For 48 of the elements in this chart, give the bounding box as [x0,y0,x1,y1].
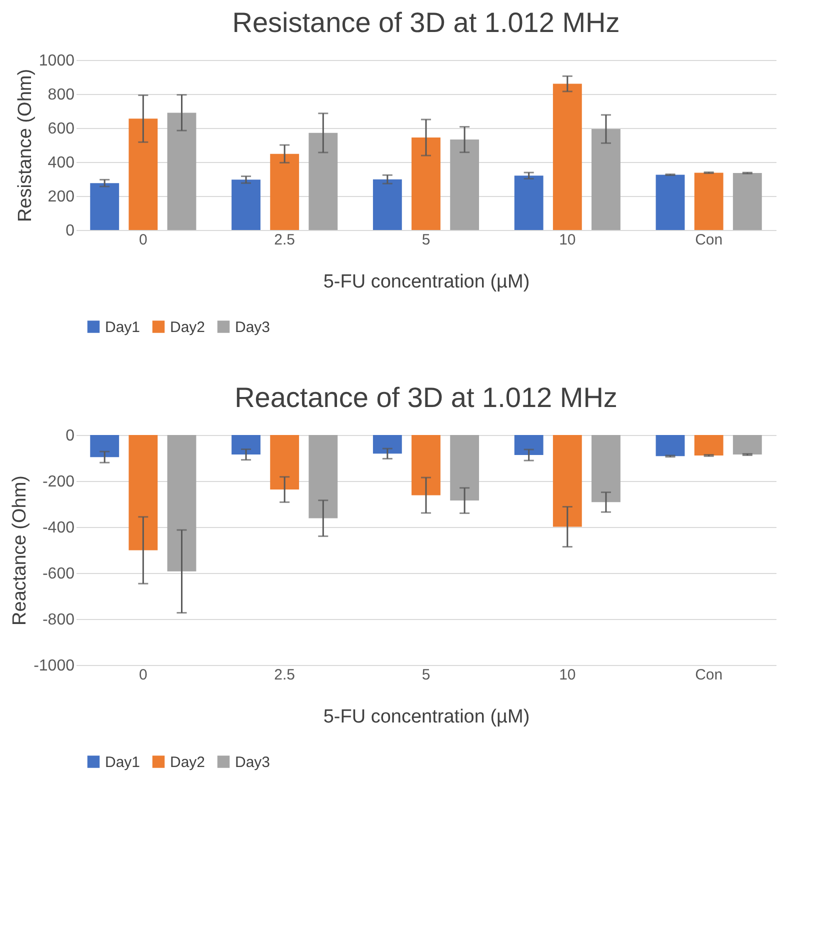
x-tick-label: 0 [139,666,148,684]
y-tick-label: 1000 [38,52,75,70]
y-tick-label: -400 [42,520,75,536]
x-tick-label: Con [695,666,723,684]
y-tick-label: -600 [42,566,75,582]
chart-title: Resistance of 3D at 1.012 MHz [232,7,620,38]
y-tick-label: 800 [48,86,75,104]
legend-label: Day2 [170,318,206,336]
y-tick-label: 400 [48,154,75,172]
x-tick-label: 5 [422,666,430,684]
bar [552,84,582,230]
bar [732,173,762,230]
x-tick-label: 0 [139,232,148,248]
bar [308,132,338,230]
x-tick-label: 10 [559,666,576,684]
y-tick-label: -1000 [34,658,75,674]
y-tick-label: 600 [48,120,75,138]
x-axis-title: 5-FU concentration (µM) [323,272,530,292]
bar [450,140,480,230]
y-tick-label: 0 [66,428,75,444]
bar [656,174,685,230]
y-axis-title: Reactance (Ohm) [10,476,31,626]
legend-label: Day3 [235,318,270,336]
x-tick-label: 5 [422,232,430,248]
legend-label: Day2 [170,754,206,771]
y-tick-label: -800 [42,612,75,628]
x-axis-title: 5-FU concentration (µM) [323,706,530,728]
bar [167,112,196,230]
x-tick-label: Con [695,232,723,248]
x-tick-label: 2.5 [274,666,296,684]
legend-label: Day1 [105,318,140,336]
x-tick-label: 10 [559,232,576,248]
bar [694,172,724,230]
bar [90,183,120,230]
y-tick-label: 200 [48,188,75,206]
bar [372,179,402,230]
bar [514,176,544,230]
bar [592,129,620,230]
bar [232,180,260,230]
y-tick-label: -200 [42,474,75,490]
y-axis-title: Resistance (Ohm) [14,68,36,222]
bar [270,154,300,230]
bar [412,138,440,230]
chart-title: Reactance of 3D at 1.012 MHz [234,382,618,413]
bar [128,118,158,230]
legend-label: Day3 [235,754,270,771]
x-tick-label: 2.5 [274,232,296,248]
legend-label: Day1 [105,754,140,771]
